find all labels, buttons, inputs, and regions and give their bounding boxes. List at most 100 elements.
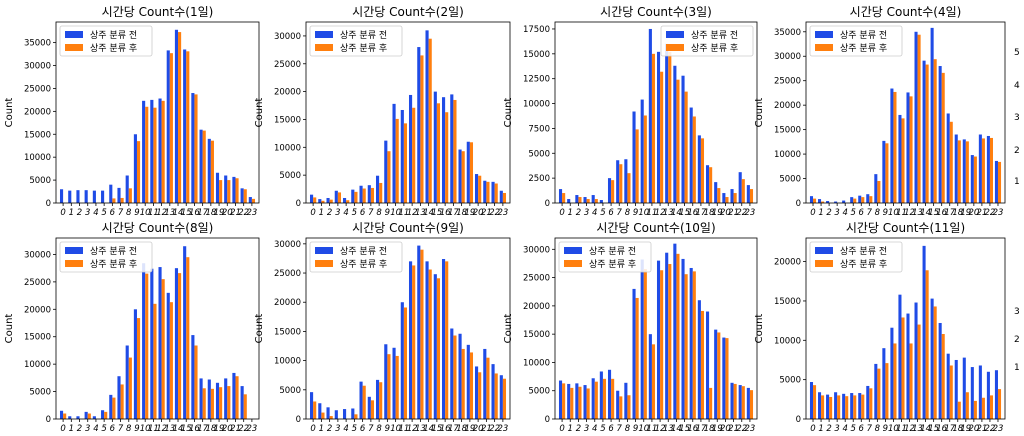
bar-before: [866, 385, 870, 419]
y-tick-label: 15000: [274, 327, 301, 337]
y-tick-label: 35000: [774, 28, 801, 38]
bar-before: [930, 298, 934, 419]
bar-before: [384, 140, 388, 203]
legend-swatch-before: [564, 247, 582, 254]
x-tick-label: 9: [883, 424, 888, 434]
x-tick-label: 12: [156, 208, 167, 218]
bar-after: [676, 79, 680, 203]
bar-before: [483, 180, 487, 203]
bar-before: [342, 409, 347, 419]
x-tick-label: 6: [110, 424, 116, 434]
x-tick-label: 10: [638, 208, 649, 218]
x-tick-label: 20: [720, 208, 731, 218]
x-tick-label: 3: [834, 208, 839, 218]
bar-before: [142, 100, 146, 203]
bar-before: [616, 390, 620, 419]
bar-before: [199, 129, 203, 203]
bar-after: [453, 335, 457, 419]
x-tick-label: 23: [246, 424, 257, 434]
bar-before: [665, 43, 669, 203]
bar-before: [962, 139, 966, 203]
bar-before: [607, 369, 612, 419]
x-tick-label: 22: [985, 208, 996, 218]
x-tick-label: 15: [431, 208, 442, 218]
x-tick-label: 22: [489, 208, 500, 218]
bar-before: [318, 199, 322, 203]
legend-swatch-before: [65, 31, 83, 38]
x-tick-label: 11: [398, 208, 409, 218]
bar-after: [981, 397, 985, 419]
bar-before: [351, 408, 355, 419]
x-tick-label: 3: [335, 208, 340, 218]
bar-after: [885, 363, 889, 419]
bar-after: [893, 343, 897, 419]
x-tick-label: 17: [448, 208, 459, 218]
bar-after: [337, 192, 342, 203]
x-tick-label: 23: [497, 424, 508, 434]
bar-after: [370, 400, 375, 419]
bar-after: [219, 180, 223, 203]
bar-after: [717, 332, 721, 419]
bar-before: [191, 93, 195, 203]
bar-after: [112, 198, 116, 203]
bar-before: [640, 259, 644, 419]
bar-before: [591, 378, 595, 419]
y-tick-label: 10000: [274, 143, 301, 153]
bar-before: [746, 185, 750, 203]
bar-before: [466, 141, 470, 203]
bar-after: [445, 112, 449, 203]
bar-after: [909, 96, 913, 203]
bar-after: [428, 38, 432, 204]
bar-before: [874, 174, 878, 203]
bar-after: [329, 199, 333, 203]
bar-before: [158, 98, 162, 203]
x-tick-label: 15: [181, 424, 192, 434]
bar-before: [433, 274, 437, 419]
bar-before: [826, 394, 830, 419]
cropped-axis-tick-label: 2: [1014, 335, 1020, 345]
x-tick-label: 19: [960, 424, 971, 434]
bar-after: [586, 388, 590, 419]
bar-before: [408, 261, 413, 419]
bar-after: [692, 271, 696, 419]
bar-before: [384, 344, 388, 419]
bar-before: [466, 344, 470, 419]
y-tick-label: 5000: [29, 388, 51, 398]
bar-after: [436, 278, 441, 419]
bar-after: [957, 401, 961, 419]
bar-before: [84, 190, 88, 203]
bar-before: [850, 197, 854, 203]
bar-after: [469, 142, 474, 203]
x-tick-label: 23: [246, 208, 257, 218]
legend-label: 상주 분류 전: [840, 30, 887, 41]
bar-after: [235, 178, 239, 203]
x-tick-label: 13: [164, 208, 175, 218]
x-tick-label: 8: [376, 208, 382, 218]
bar-before: [858, 393, 862, 419]
bar-before: [946, 113, 950, 203]
bar-before: [738, 385, 742, 419]
bar-after: [676, 253, 680, 419]
bar-after: [461, 348, 465, 419]
x-tick-label: 9: [385, 424, 390, 434]
x-tick-label: 21: [481, 208, 492, 218]
bar-before: [351, 189, 355, 203]
chart-title: 시간당 Count수(4일): [850, 5, 962, 19]
chart-panel-3: 시간당 Count수(3일)Count025005000750010000125…: [503, 5, 758, 218]
y-tick-label: 25000: [523, 274, 550, 284]
x-tick-label: 7: [867, 424, 873, 434]
bar-before: [76, 416, 80, 419]
bar-before: [359, 185, 363, 203]
x-tick-label: 20: [968, 424, 979, 434]
x-tick-label: 5: [851, 208, 856, 218]
bar-before: [954, 359, 958, 419]
bar-before: [746, 387, 750, 419]
x-tick-label: 2: [826, 424, 831, 434]
bar-after: [949, 365, 953, 419]
x-tick-label: 8: [625, 424, 631, 434]
bar-before: [309, 392, 314, 419]
bar-after: [403, 307, 408, 419]
bar-after: [145, 273, 149, 419]
x-tick-label: 23: [993, 208, 1004, 218]
